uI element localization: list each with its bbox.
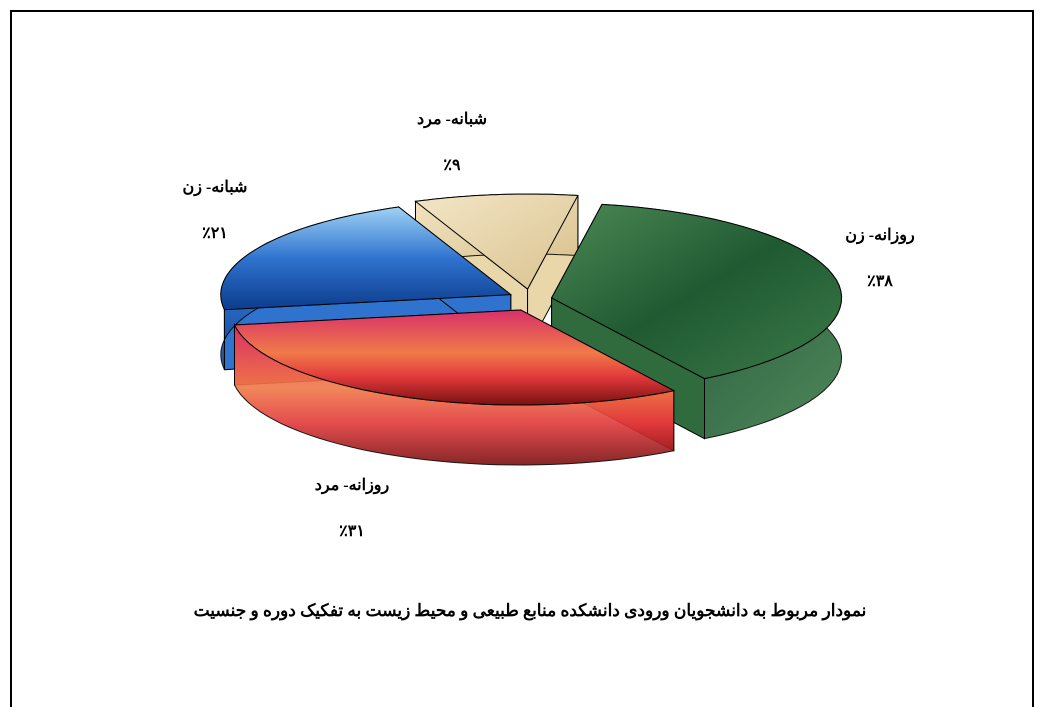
value-label: ٪۳۸ xyxy=(867,273,893,290)
slice xyxy=(233,309,676,406)
slice xyxy=(550,203,843,380)
value-label: ٪۹ xyxy=(443,157,461,174)
chart-frame xyxy=(10,10,1034,707)
value-label: ٪۲۱ xyxy=(202,225,228,242)
value-label: ٪۳۱ xyxy=(339,523,365,540)
chart-title: نمودار مربوط به دانشجویان ورودی دانشکده … xyxy=(193,601,867,620)
slice xyxy=(414,193,579,290)
slice-label: شبانه- مرد xyxy=(417,111,487,129)
slice-label: روزانه- مرد xyxy=(315,477,390,495)
slice-label: شبانه- زن xyxy=(183,179,248,197)
slice xyxy=(220,206,513,311)
slice-label: روزانه- زن xyxy=(845,227,915,245)
